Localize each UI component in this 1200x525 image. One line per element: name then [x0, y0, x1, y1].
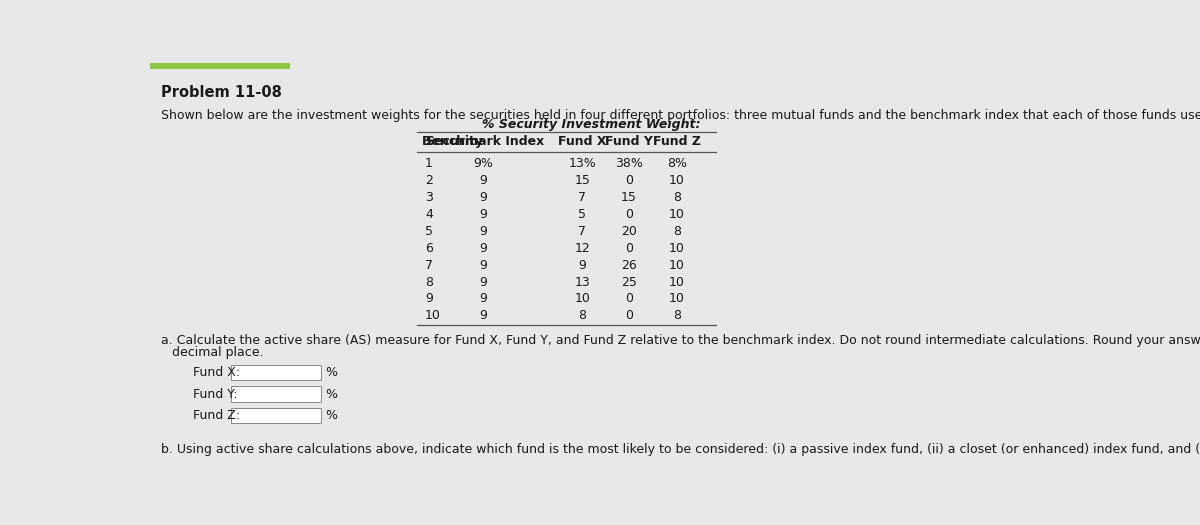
- Text: 9: 9: [479, 225, 487, 238]
- Text: 9: 9: [479, 242, 487, 255]
- Text: 8%: 8%: [667, 157, 686, 170]
- Text: 15: 15: [575, 174, 590, 187]
- Text: 8: 8: [578, 309, 587, 322]
- Text: 6: 6: [425, 242, 433, 255]
- Text: 0: 0: [625, 292, 632, 306]
- Text: 8: 8: [673, 191, 682, 204]
- Text: 9: 9: [479, 208, 487, 220]
- Text: 5: 5: [425, 225, 433, 238]
- Text: 9: 9: [479, 292, 487, 306]
- Text: 13%: 13%: [569, 157, 596, 170]
- Text: Fund Z:: Fund Z:: [193, 409, 240, 422]
- Text: 38%: 38%: [616, 157, 643, 170]
- Text: Benchmark Index: Benchmark Index: [422, 135, 545, 149]
- Text: 9: 9: [425, 292, 433, 306]
- Text: 0: 0: [625, 208, 632, 220]
- Text: 10: 10: [670, 276, 685, 289]
- Text: 9: 9: [479, 259, 487, 271]
- Text: 1: 1: [425, 157, 433, 170]
- Text: %: %: [325, 409, 337, 422]
- Text: 20: 20: [622, 225, 637, 238]
- Text: 10: 10: [670, 208, 685, 220]
- Text: 8: 8: [673, 309, 682, 322]
- Text: 0: 0: [625, 309, 632, 322]
- Text: Security: Security: [425, 135, 484, 149]
- Text: 9: 9: [578, 259, 587, 271]
- Text: 12: 12: [575, 242, 590, 255]
- Text: 9: 9: [479, 174, 487, 187]
- Text: 9: 9: [479, 276, 487, 289]
- Text: 9: 9: [479, 191, 487, 204]
- Text: 15: 15: [622, 191, 637, 204]
- Text: % Security Investment Weight:: % Security Investment Weight:: [482, 118, 701, 131]
- Text: 4: 4: [425, 208, 433, 220]
- Text: 10: 10: [670, 174, 685, 187]
- Text: 26: 26: [622, 259, 637, 271]
- Text: b. Using active share calculations above, indicate which fund is the most likely: b. Using active share calculations above…: [161, 444, 1200, 456]
- Text: 8: 8: [425, 276, 433, 289]
- Text: 10: 10: [670, 242, 685, 255]
- Text: 2: 2: [425, 174, 433, 187]
- Text: 13: 13: [575, 276, 590, 289]
- Text: 10: 10: [670, 259, 685, 271]
- Text: decimal place.: decimal place.: [172, 346, 263, 359]
- Text: 0: 0: [625, 174, 632, 187]
- Text: 7: 7: [578, 191, 587, 204]
- Text: 25: 25: [622, 276, 637, 289]
- Text: 5: 5: [578, 208, 587, 220]
- Text: 10: 10: [425, 309, 442, 322]
- Text: Fund Y: Fund Y: [605, 135, 653, 149]
- Text: Fund Z: Fund Z: [653, 135, 701, 149]
- FancyBboxPatch shape: [232, 386, 320, 402]
- Text: 8: 8: [673, 225, 682, 238]
- FancyBboxPatch shape: [232, 408, 320, 423]
- Text: %: %: [325, 387, 337, 401]
- Text: %: %: [325, 366, 337, 379]
- Text: 9%: 9%: [473, 157, 493, 170]
- Text: Fund X: Fund X: [558, 135, 607, 149]
- Text: 9: 9: [479, 309, 487, 322]
- FancyBboxPatch shape: [232, 365, 320, 380]
- Text: 0: 0: [625, 242, 632, 255]
- Text: 3: 3: [425, 191, 433, 204]
- Text: Fund Y:: Fund Y:: [193, 387, 238, 401]
- Text: Shown below are the investment weights for the securities held in four different: Shown below are the investment weights f…: [161, 109, 1200, 122]
- Text: 7: 7: [578, 225, 587, 238]
- Text: a. Calculate the active share (AS) measure for Fund X, Fund Y, and Fund Z relati: a. Calculate the active share (AS) measu…: [161, 334, 1200, 347]
- Text: 10: 10: [575, 292, 590, 306]
- Text: 7: 7: [425, 259, 433, 271]
- FancyBboxPatch shape: [150, 63, 289, 69]
- Text: Problem 11-08: Problem 11-08: [161, 85, 282, 100]
- Text: 10: 10: [670, 292, 685, 306]
- Text: Fund X:: Fund X:: [193, 366, 240, 379]
